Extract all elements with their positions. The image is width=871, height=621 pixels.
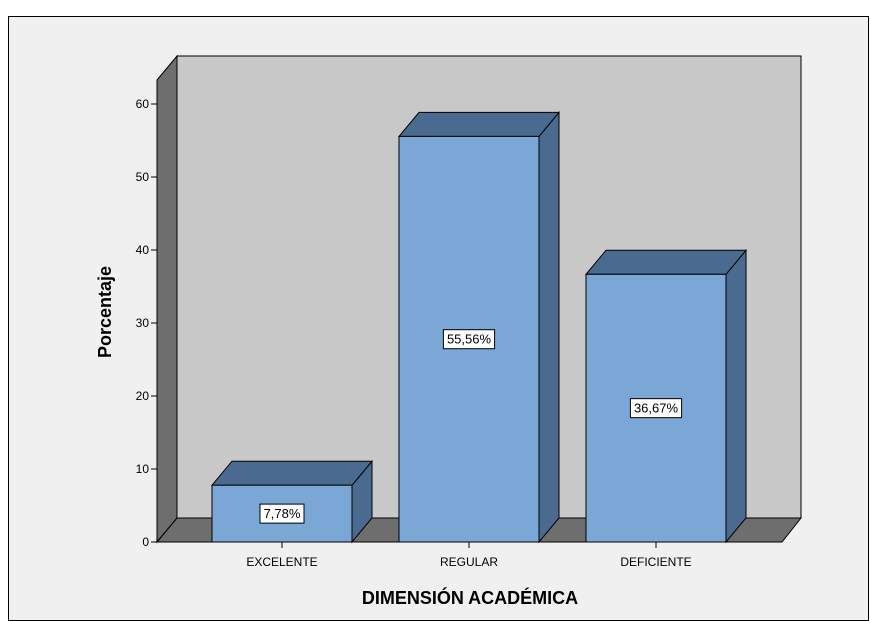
bar-top	[584, 249, 748, 275]
bar-side	[725, 248, 747, 544]
bar-side	[538, 111, 560, 544]
bar-deficiente: 36,67%	[584, 248, 748, 544]
side-wall	[156, 54, 178, 544]
bars: 7,78% 55,56% 36,67%	[210, 111, 748, 544]
bar-excelente: 7,78%	[210, 459, 374, 544]
data-label-box	[629, 398, 683, 419]
data-label-box	[442, 329, 496, 350]
y-tick-label: 0	[142, 535, 149, 549]
data-label-box	[259, 503, 305, 524]
y-tick-label: 30	[136, 316, 150, 330]
y-tick-label: 40	[136, 243, 150, 257]
data-label: 7,78%	[264, 506, 301, 521]
bar-top	[210, 460, 374, 486]
y-axis-title: Porcentaje	[95, 266, 115, 358]
bar-regular: 55,56%	[397, 111, 561, 544]
y-tick-label: 20	[136, 389, 150, 403]
y-tick-label: 60	[136, 97, 150, 111]
y-tick-label: 50	[136, 170, 150, 184]
x-tick-labels: EXCELENTE REGULAR DEFICIENTE	[246, 542, 692, 569]
data-label: 55,56%	[447, 332, 492, 347]
x-tick-label: DEFICIENTE	[620, 555, 691, 569]
x-tick-label: EXCELENTE	[246, 555, 317, 569]
y-axis: 0 10 20 30 40 50 60	[136, 80, 158, 549]
x-tick-label: REGULAR	[440, 555, 498, 569]
y-tick-label: 10	[136, 462, 150, 476]
bar-top	[397, 111, 561, 137]
x-axis-title: DIMENSIÓN ACADÉMICA	[362, 587, 578, 608]
data-label: 36,67%	[634, 401, 679, 416]
